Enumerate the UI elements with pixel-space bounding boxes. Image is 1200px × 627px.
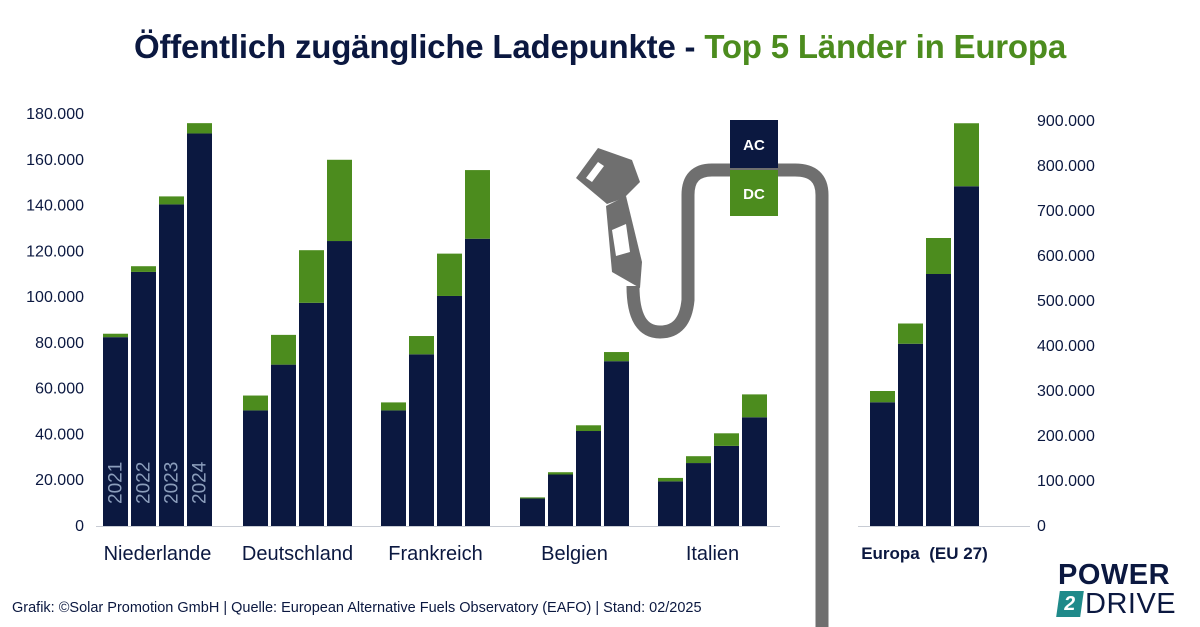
bar-dc-europa-eu-27-2022 <box>898 323 923 344</box>
category-label-belgien: Belgien <box>541 543 608 565</box>
year-label-2024: 2024 <box>190 461 211 504</box>
bar-ac-europa-eu-27-2024 <box>954 186 979 526</box>
bar-dc-frankreich-2023 <box>437 253 462 296</box>
bar-ac-italien-2023 <box>714 445 739 526</box>
y-tick-label: 900.000 <box>1037 113 1095 130</box>
bar-dc-italien-2023 <box>714 433 739 446</box>
bar-dc-belgien-2022 <box>548 472 573 475</box>
y-tick-label: 800.000 <box>1037 158 1095 175</box>
y-tick-label: 80.000 <box>35 335 84 352</box>
chart-title: Öffentlich zugängliche Ladepunkte - Top … <box>0 28 1200 66</box>
bar-dc-deutschland-2023 <box>299 250 324 303</box>
y-tick-label: 0 <box>1037 518 1046 535</box>
bar-ac-italien-2022 <box>686 463 711 526</box>
bar-dc-deutschland-2021 <box>243 395 268 411</box>
bar-dc-niederlande-2021 <box>103 333 128 338</box>
bar-ac-niederlande-2023 <box>159 204 184 526</box>
bar-dc-frankreich-2021 <box>381 402 406 411</box>
ac-legend-label: AC <box>743 137 765 154</box>
year-label-2021: 2021 <box>106 462 127 504</box>
power2drive-logo: POWER 2 DRIVE <box>1056 559 1177 620</box>
y-tick-label: 180.000 <box>26 106 84 123</box>
y-tick-label: 400.000 <box>1037 338 1095 355</box>
y-tick-label: 60.000 <box>35 381 84 398</box>
title-part2: Top 5 Länder in Europa <box>704 28 1067 65</box>
bar-ac-deutschland-2024 <box>327 241 352 527</box>
logo-line2: DRIVE <box>1085 588 1177 620</box>
y-tick-label: 140.000 <box>26 198 84 215</box>
bar-ac-frankreich-2022 <box>409 354 434 526</box>
bar-ac-italien-2024 <box>742 417 767 526</box>
y-tick-label: 100.000 <box>1037 473 1095 490</box>
charging-plug-icon <box>576 148 642 288</box>
bar-ac-deutschland-2022 <box>271 364 296 526</box>
y-tick-label: 0 <box>75 518 84 535</box>
bar-ac-niederlande-2024 <box>187 133 212 526</box>
title-part1: Öffentlich zugängliche Ladepunkte - <box>133 28 705 65</box>
y-tick-label: 120.000 <box>26 243 84 260</box>
bar-ac-europa-eu-27-2021 <box>870 402 895 526</box>
y-tick-label: 40.000 <box>35 426 84 443</box>
y-tick-label: 20.000 <box>35 472 84 489</box>
bar-dc-italien-2022 <box>686 456 711 464</box>
bar-ac-deutschland-2023 <box>299 302 324 526</box>
bar-ac-frankreich-2021 <box>381 410 406 526</box>
y-tick-label: 100.000 <box>26 289 84 306</box>
logo-number: 2 <box>1056 591 1084 617</box>
bar-dc-belgien-2023 <box>576 425 601 432</box>
bar-ac-frankreich-2023 <box>437 295 462 526</box>
bar-ac-europa-eu-27-2022 <box>898 343 923 526</box>
category-label-frankreich: Frankreich <box>388 543 482 565</box>
bar-dc-europa-eu-27-2023 <box>926 238 951 274</box>
bar-ac-belgien-2022 <box>548 474 573 526</box>
bar-dc-italien-2024 <box>742 394 767 418</box>
dc-legend-box <box>730 170 778 216</box>
dc-legend-label: DC <box>743 186 765 203</box>
y-tick-label: 160.000 <box>26 152 84 169</box>
bar-dc-niederlande-2022 <box>131 266 156 272</box>
bar-dc-belgien-2021 <box>520 497 545 499</box>
category-label-italien: Italien <box>686 543 739 565</box>
bar-dc-frankreich-2022 <box>409 336 434 355</box>
bar-dc-deutschland-2024 <box>327 159 352 242</box>
year-label-2023: 2023 <box>162 462 183 504</box>
bar-dc-europa-eu-27-2024 <box>954 123 979 187</box>
bar-dc-frankreich-2024 <box>465 170 490 239</box>
y-tick-label: 700.000 <box>1037 203 1095 220</box>
bar-ac-belgien-2021 <box>520 498 545 526</box>
bar-ac-italien-2021 <box>658 481 683 526</box>
bar-ac-deutschland-2021 <box>243 410 268 526</box>
bar-dc-europa-eu-27-2021 <box>870 391 895 403</box>
bar-ac-europa-eu-27-2023 <box>926 274 951 526</box>
bar-dc-belgien-2024 <box>604 352 629 362</box>
year-label-2022: 2022 <box>134 462 155 504</box>
source-footer: Grafik: ©Solar Promotion GmbH | Quelle: … <box>12 600 702 616</box>
y-tick-label: 300.000 <box>1037 383 1095 400</box>
bar-ac-frankreich-2024 <box>465 238 490 526</box>
bar-dc-niederlande-2023 <box>159 196 184 205</box>
bar-ac-niederlande-2021 <box>103 337 128 526</box>
charging-plug-graphic: AC DC <box>576 120 829 627</box>
bar-dc-italien-2021 <box>658 477 683 482</box>
ac-legend-box <box>730 120 778 168</box>
category-label-europa-eu-27: Europa (EU 27) <box>861 544 988 563</box>
bar-ac-belgien-2023 <box>576 431 601 526</box>
charging-cable-icon <box>626 163 829 627</box>
bar-ac-niederlande-2022 <box>131 271 156 526</box>
bar-ac-belgien-2024 <box>604 361 629 526</box>
y-tick-label: 500.000 <box>1037 293 1095 310</box>
y-tick-label: 200.000 <box>1037 428 1095 445</box>
category-label-niederlande: Niederlande <box>104 543 212 565</box>
category-label-deutschland: Deutschland <box>242 543 353 565</box>
logo-line1: POWER <box>1058 559 1171 591</box>
bar-dc-niederlande-2024 <box>187 123 212 134</box>
y-tick-label: 600.000 <box>1037 248 1095 265</box>
bar-dc-deutschland-2022 <box>271 334 296 365</box>
